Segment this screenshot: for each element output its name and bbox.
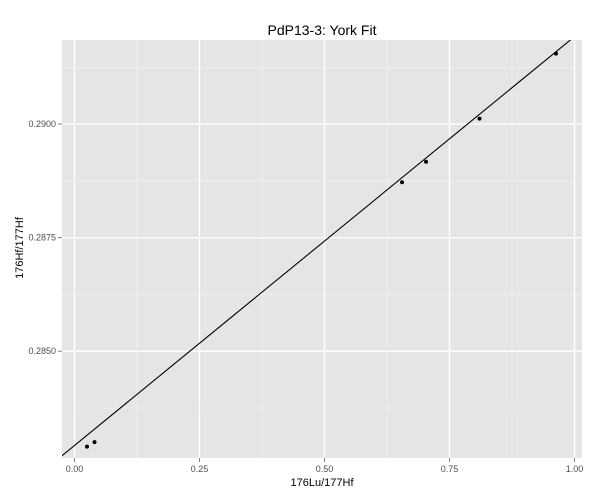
data-point: [85, 444, 89, 449]
panel-background: [62, 40, 582, 458]
y-tick-label: 0.2850: [28, 346, 56, 356]
y-tick-label: 0.2875: [28, 233, 56, 243]
x-tick-label: 0.75: [441, 464, 459, 474]
data-point: [400, 180, 404, 185]
data-point: [424, 159, 428, 164]
plot-panel: 0.00 0.25 0.50 0.75 1.00 0.2850 0.2875 0.2900: [28, 40, 584, 474]
data-point: [92, 440, 97, 445]
chart-title: PdP13-3: York Fit: [268, 22, 377, 38]
data-point: [554, 51, 558, 56]
x-tick-label: 0.25: [191, 464, 209, 474]
york-fit-line: [62, 40, 572, 457]
x-tick-label: 1.00: [566, 464, 584, 474]
data-point: [477, 116, 482, 121]
x-tick-label: 0.50: [316, 464, 334, 474]
x-tick-label: 0.00: [66, 464, 84, 474]
y-tick-label: 0.2900: [28, 119, 56, 129]
y-axis-title: 176Hf/177Hf: [14, 216, 26, 279]
x-axis-title: 176Lu/177Hf: [291, 477, 355, 489]
